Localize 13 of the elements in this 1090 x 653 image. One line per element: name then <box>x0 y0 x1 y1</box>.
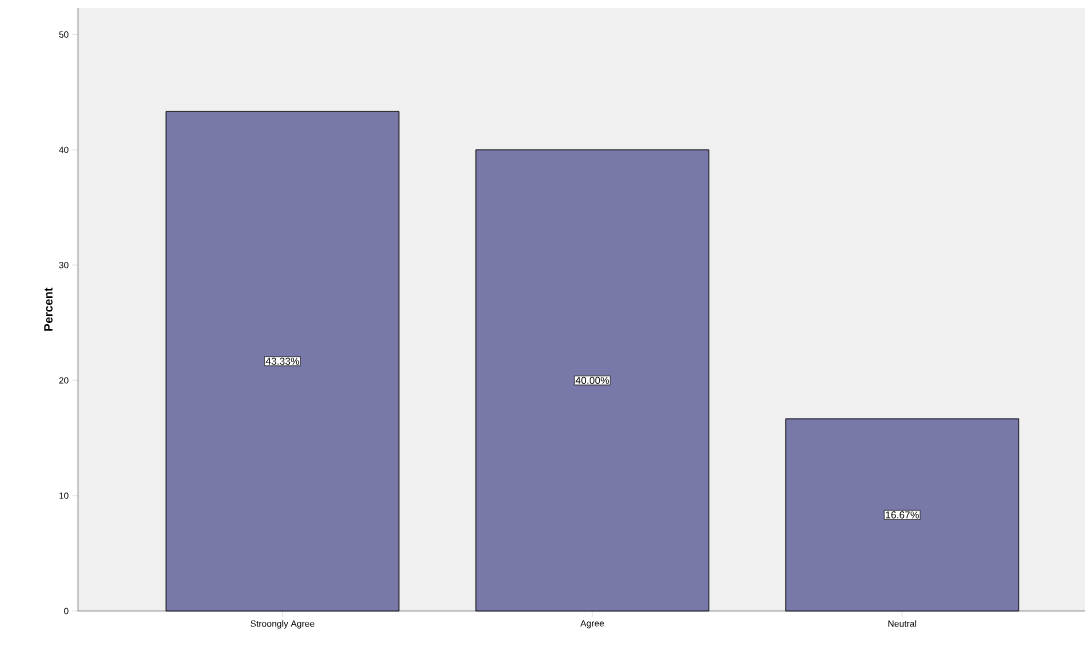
y-tick-label: 30 <box>59 261 69 269</box>
y-axis-title: Percent <box>44 287 53 331</box>
y-tick-label: 0 <box>64 607 69 615</box>
x-tick-label: Agree <box>580 620 604 629</box>
y-tick-label: 20 <box>59 377 69 384</box>
x-tick-label: Neutral <box>888 620 917 627</box>
x-tick-label: Stroongly Agree <box>250 620 315 629</box>
y-tick-label: 10 <box>59 492 69 499</box>
y-tick-label: 50 <box>59 31 69 38</box>
data-label: 40.00% <box>575 376 609 384</box>
y-tick-label: 40 <box>58 146 69 153</box>
data-label: 16.67% <box>886 511 919 519</box>
data-label: 43.33% <box>265 357 300 365</box>
